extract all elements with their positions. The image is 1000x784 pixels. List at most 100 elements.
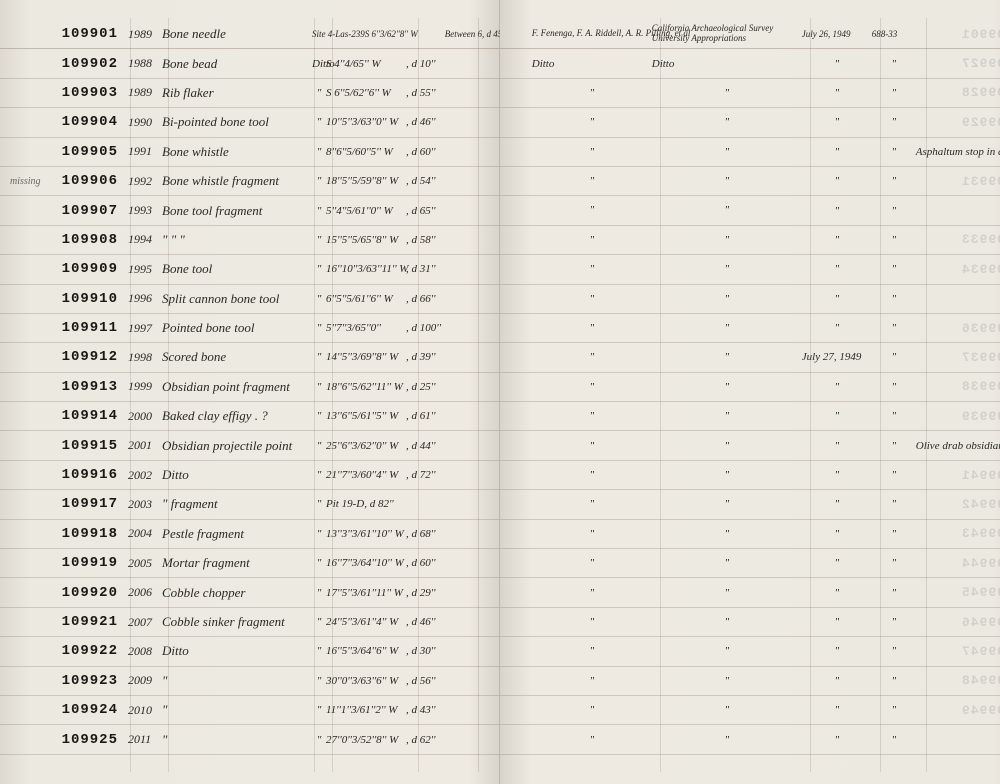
collector-cell: " <box>512 293 652 305</box>
date-cell: " <box>802 381 872 393</box>
collector-cell: " <box>512 528 652 540</box>
date-cell: " <box>802 704 872 716</box>
object-description: " <box>162 702 312 718</box>
date-cell: " <box>802 234 872 246</box>
accession-cell: " <box>872 351 916 363</box>
bleed-through-number: 109938 <box>961 379 1000 394</box>
site-cell: Site 4-Las-239 <box>312 29 365 39</box>
depth-cell: Between 6, d 45'' <box>445 29 499 39</box>
project-cell: " <box>652 645 802 657</box>
catalog-number: 109914 <box>28 408 128 424</box>
depth-cell: , d 72'' <box>406 469 460 481</box>
coordinates-cell: 10''5''3/63''0'' W <box>326 116 406 128</box>
accession-cell: " <box>872 322 916 334</box>
depth-cell: , d 46'' <box>406 116 460 128</box>
ledger-row: missing1099061992Bone whistle fragment"1… <box>0 167 499 196</box>
object-description: Cobble sinker fragment <box>162 614 312 630</box>
date-cell: " <box>802 528 872 540</box>
bleed-through-number: 109929 <box>961 115 1000 130</box>
ledger-row: 1099101996Split cannon bone tool"6''5''5… <box>0 285 499 314</box>
ledger-row: 1099011989Bone needleSite 4-Las-239S 6''… <box>0 20 499 49</box>
collector-cell: " <box>512 557 652 569</box>
depth-cell: , d 68'' <box>406 528 460 540</box>
bleed-through-number: 109948 <box>961 673 1000 688</box>
coordinates-cell: 16''5''3/64''6'' W <box>326 645 406 657</box>
project-cell: " <box>652 675 802 687</box>
bleed-through-number: 109936 <box>961 321 1000 336</box>
date-cell: " <box>802 675 872 687</box>
field-number: 1992 <box>128 174 162 189</box>
catalog-number: 109922 <box>28 643 128 659</box>
right-page: F. Fenenga, F. A. Riddell, A. R. Pilling… <box>500 0 1000 784</box>
catalog-number: 109915 <box>28 438 128 454</box>
collector-cell: " <box>512 146 652 158</box>
catalog-number: 109909 <box>28 261 128 277</box>
bleed-through-number: 109928 <box>961 85 1000 100</box>
catalog-number: 109919 <box>28 555 128 571</box>
accession-cell: " <box>872 528 916 540</box>
catalog-number: 109903 <box>28 85 128 101</box>
coordinates-cell: 18''6''5/62''11'' W <box>326 381 406 393</box>
bleed-through-number: 109933 <box>961 232 1000 247</box>
date-cell: " <box>802 616 872 628</box>
date-cell: " <box>802 322 872 334</box>
bleed-through-number: 109947 <box>961 644 1000 659</box>
project-cell: " <box>652 381 802 393</box>
collector-cell: Ditto <box>512 58 652 70</box>
ledger-row: 1099242010""11''1''3/61''2'' W, d 43'' <box>0 696 499 725</box>
collector-cell: " <box>512 498 652 510</box>
bleed-through-number: 109937 <box>961 350 1000 365</box>
object-description: Split cannon bone tool <box>162 291 312 307</box>
object-description: Ditto <box>162 643 312 659</box>
project-cell: " <box>652 351 802 363</box>
coordinates-cell: 6''5''5/61''6'' W <box>326 293 406 305</box>
depth-cell: , d 56'' <box>406 675 460 687</box>
catalog-number: 109907 <box>28 203 128 219</box>
depth-cell: , d 66'' <box>406 293 460 305</box>
coordinates-cell: 21''7''3/60''4'' W <box>326 469 406 481</box>
bleed-through-number: 109939 <box>961 409 1000 424</box>
bleed-through-number: 109927 <box>961 56 1000 71</box>
ledger-row: 1099232009""30''0''3/63''6'' W, d 56'' <box>0 667 499 696</box>
project-cell: " <box>652 116 802 128</box>
coordinates-cell: 14''5''3/69''8'' W <box>326 351 406 363</box>
column-rule <box>810 18 811 772</box>
date-cell: " <box>802 58 872 70</box>
catalog-number: 109905 <box>28 144 128 160</box>
date-cell: " <box>802 410 872 422</box>
project-cell: " <box>652 587 802 599</box>
collector-cell: " <box>512 234 652 246</box>
accession-cell: " <box>872 734 916 746</box>
coordinates-cell: 13''6''5/61''5'' W <box>326 410 406 422</box>
collector-cell: " <box>512 675 652 687</box>
field-number: 2005 <box>128 556 162 571</box>
coordinates-cell: 18''5''5/59''8'' W <box>326 175 406 187</box>
field-number: 1990 <box>128 115 162 130</box>
accession-cell: " <box>872 498 916 510</box>
field-number: 2010 <box>128 703 162 718</box>
column-rule <box>880 18 881 772</box>
project-cell: " <box>652 263 802 275</box>
object-description: Cobble chopper <box>162 585 312 601</box>
accession-cell: " <box>872 557 916 569</box>
coordinates-cell: 16''7''3/64''10'' W <box>326 557 406 569</box>
accession-cell: " <box>872 175 916 187</box>
column-rule <box>332 18 333 772</box>
object-description: Obsidian point fragment <box>162 379 312 395</box>
ledger-row: 1099252011""27''0''3/52''8'' W, d 62'' <box>0 725 499 754</box>
ledger-book: 1099011989Bone needleSite 4-Las-239S 6''… <box>0 0 1000 784</box>
coordinates-cell: 17''5''3/61''11'' W <box>326 587 406 599</box>
accession-cell: " <box>872 205 916 217</box>
field-number: 1996 <box>128 291 162 306</box>
coordinates-cell: S 4''4/65'' W <box>326 58 406 70</box>
date-cell: " <box>802 645 872 657</box>
collector-cell: " <box>512 351 652 363</box>
field-number: 1993 <box>128 203 162 218</box>
object-description: Bone whistle fragment <box>162 173 312 189</box>
project-cell: " <box>652 234 802 246</box>
project-cell: " <box>652 322 802 334</box>
depth-cell: , d 29'' <box>406 587 460 599</box>
depth-cell: , d 31'' <box>406 263 460 275</box>
catalog-number: 109906 <box>28 173 128 189</box>
coordinates-cell: 16''10''3/63''11'' W <box>326 263 406 275</box>
